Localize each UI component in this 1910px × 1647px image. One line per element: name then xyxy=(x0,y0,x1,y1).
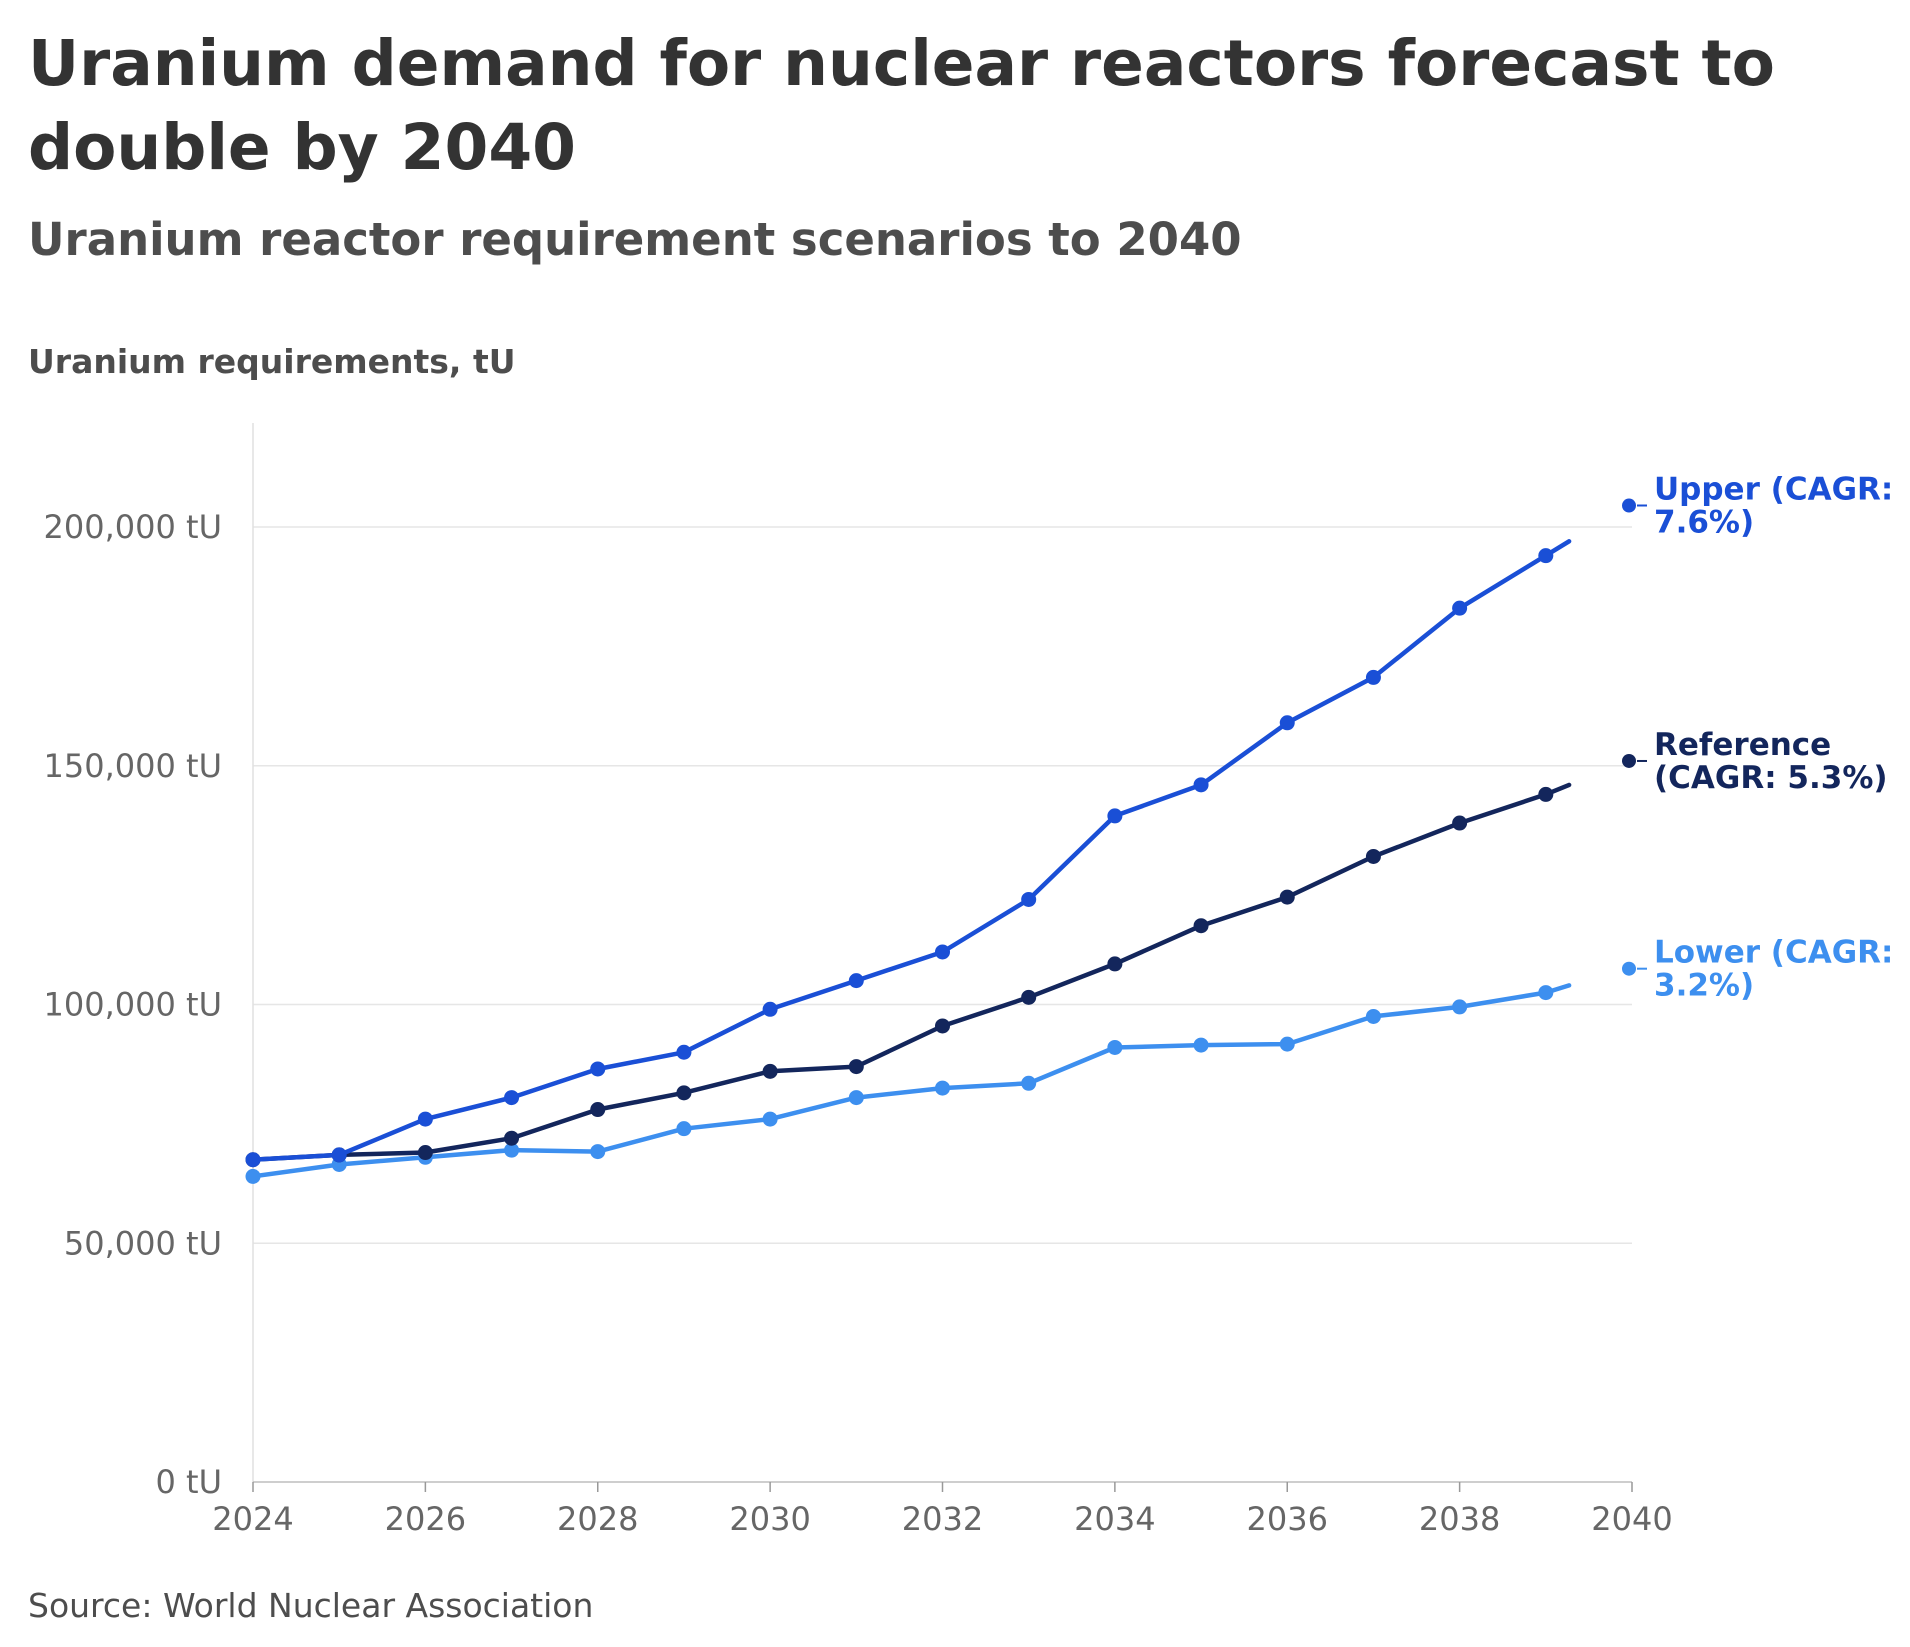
chart-subtitle: Uranium reactor requirement scenarios to… xyxy=(28,213,1242,266)
data-point xyxy=(935,1080,950,1096)
series-label-line: (CAGR: 5.3%) xyxy=(1654,760,1888,796)
data-point xyxy=(1538,548,1554,564)
data-point xyxy=(1365,848,1381,864)
data-point xyxy=(1021,989,1037,1005)
data-point xyxy=(935,1018,950,1034)
y-tick-label: 150,000 tU xyxy=(44,747,222,785)
data-point xyxy=(245,1168,261,1184)
data-point xyxy=(1365,1008,1381,1024)
data-point xyxy=(676,1044,692,1060)
gridlines xyxy=(253,526,1632,1244)
x-tick-label: 2030 xyxy=(729,1500,810,1538)
series-labels: Upper (CAGR: 7.6%) Reference (CAGR: 5.3%) Lo… xyxy=(1622,472,1893,1004)
x-tick-label: 2028 xyxy=(557,1500,638,1538)
series-label-line: 7.6%) xyxy=(1654,505,1754,541)
data-point xyxy=(504,1090,520,1106)
series-label: Reference (CAGR: 5.3%) xyxy=(1654,727,1888,796)
y-tick-label: 0 tU xyxy=(156,1463,223,1501)
data-point xyxy=(1365,669,1381,685)
x-tick-label: 2026 xyxy=(385,1500,466,1538)
data-point xyxy=(1452,999,1468,1015)
series-lines xyxy=(245,539,1572,1184)
data-point xyxy=(245,1152,261,1168)
series-label-line: Lower (CAGR: xyxy=(1654,935,1893,971)
data-point xyxy=(590,1144,606,1160)
source-note: Source: World Nuclear Association xyxy=(28,1586,594,1625)
data-point xyxy=(1021,1075,1037,1091)
data-point xyxy=(590,1061,606,1077)
series-label: Lower (CAGR: 3.2%) xyxy=(1654,935,1893,1004)
series-label-line: Reference xyxy=(1654,727,1831,763)
chart-title: Uranium demand for nuclear reactors fore… xyxy=(28,27,1775,184)
data-point xyxy=(504,1142,520,1158)
x-tick-label: 2036 xyxy=(1247,1500,1328,1538)
data-point xyxy=(417,1111,433,1127)
line-chart: 0 tU 50,000 tU 100,000 tU 150,000 tU 200,000… xyxy=(44,423,1893,1538)
data-point xyxy=(676,1121,692,1137)
data-point xyxy=(762,1111,778,1127)
y-tick-label: 100,000 tU xyxy=(44,986,222,1024)
data-point xyxy=(331,1147,347,1163)
data-point xyxy=(848,1090,864,1106)
data-point xyxy=(762,1001,778,1017)
data-point xyxy=(1279,1036,1295,1052)
data-point xyxy=(590,1102,606,1118)
data-point xyxy=(848,973,864,989)
y-axis-title: Uranium requirements, tU xyxy=(28,342,516,381)
series-label-marker xyxy=(1622,753,1636,768)
series-label-marker xyxy=(1622,498,1636,513)
data-point xyxy=(1107,956,1123,972)
data-point xyxy=(1279,889,1295,905)
series-label-line: 3.2%) xyxy=(1654,968,1754,1004)
data-point xyxy=(1452,600,1468,616)
data-point xyxy=(1193,1037,1209,1053)
data-point xyxy=(1107,808,1123,824)
data-point xyxy=(1279,715,1295,731)
x-tick-label: 2038 xyxy=(1419,1500,1500,1538)
data-point xyxy=(935,944,950,960)
x-tick-label: 2034 xyxy=(1074,1500,1155,1538)
data-point xyxy=(762,1063,778,1079)
data-point xyxy=(1538,786,1554,802)
data-point xyxy=(1452,815,1468,831)
series-label: Upper (CAGR: 7.6%) xyxy=(1654,472,1893,541)
series-line xyxy=(250,782,1572,1162)
series-label-line: Upper (CAGR: xyxy=(1654,472,1893,508)
data-point xyxy=(1193,918,1209,934)
x-tick-label: 2040 xyxy=(1591,1500,1672,1538)
data-point xyxy=(1193,777,1209,793)
data-point xyxy=(1538,985,1554,1001)
x-tick-label: 2032 xyxy=(902,1500,983,1538)
data-point xyxy=(848,1059,864,1075)
x-tick-label: 2024 xyxy=(212,1500,293,1538)
axes: 0 tU 50,000 tU 100,000 tU 150,000 tU 200,000… xyxy=(44,423,1673,1538)
data-point xyxy=(504,1130,520,1146)
data-point xyxy=(1107,1039,1123,1055)
y-tick-label: 50,000 tU xyxy=(64,1224,222,1262)
data-point xyxy=(417,1145,433,1161)
data-point xyxy=(1021,891,1037,907)
series-label-marker xyxy=(1622,961,1636,976)
y-tick-label: 200,000 tU xyxy=(44,508,222,546)
data-point xyxy=(676,1085,692,1101)
